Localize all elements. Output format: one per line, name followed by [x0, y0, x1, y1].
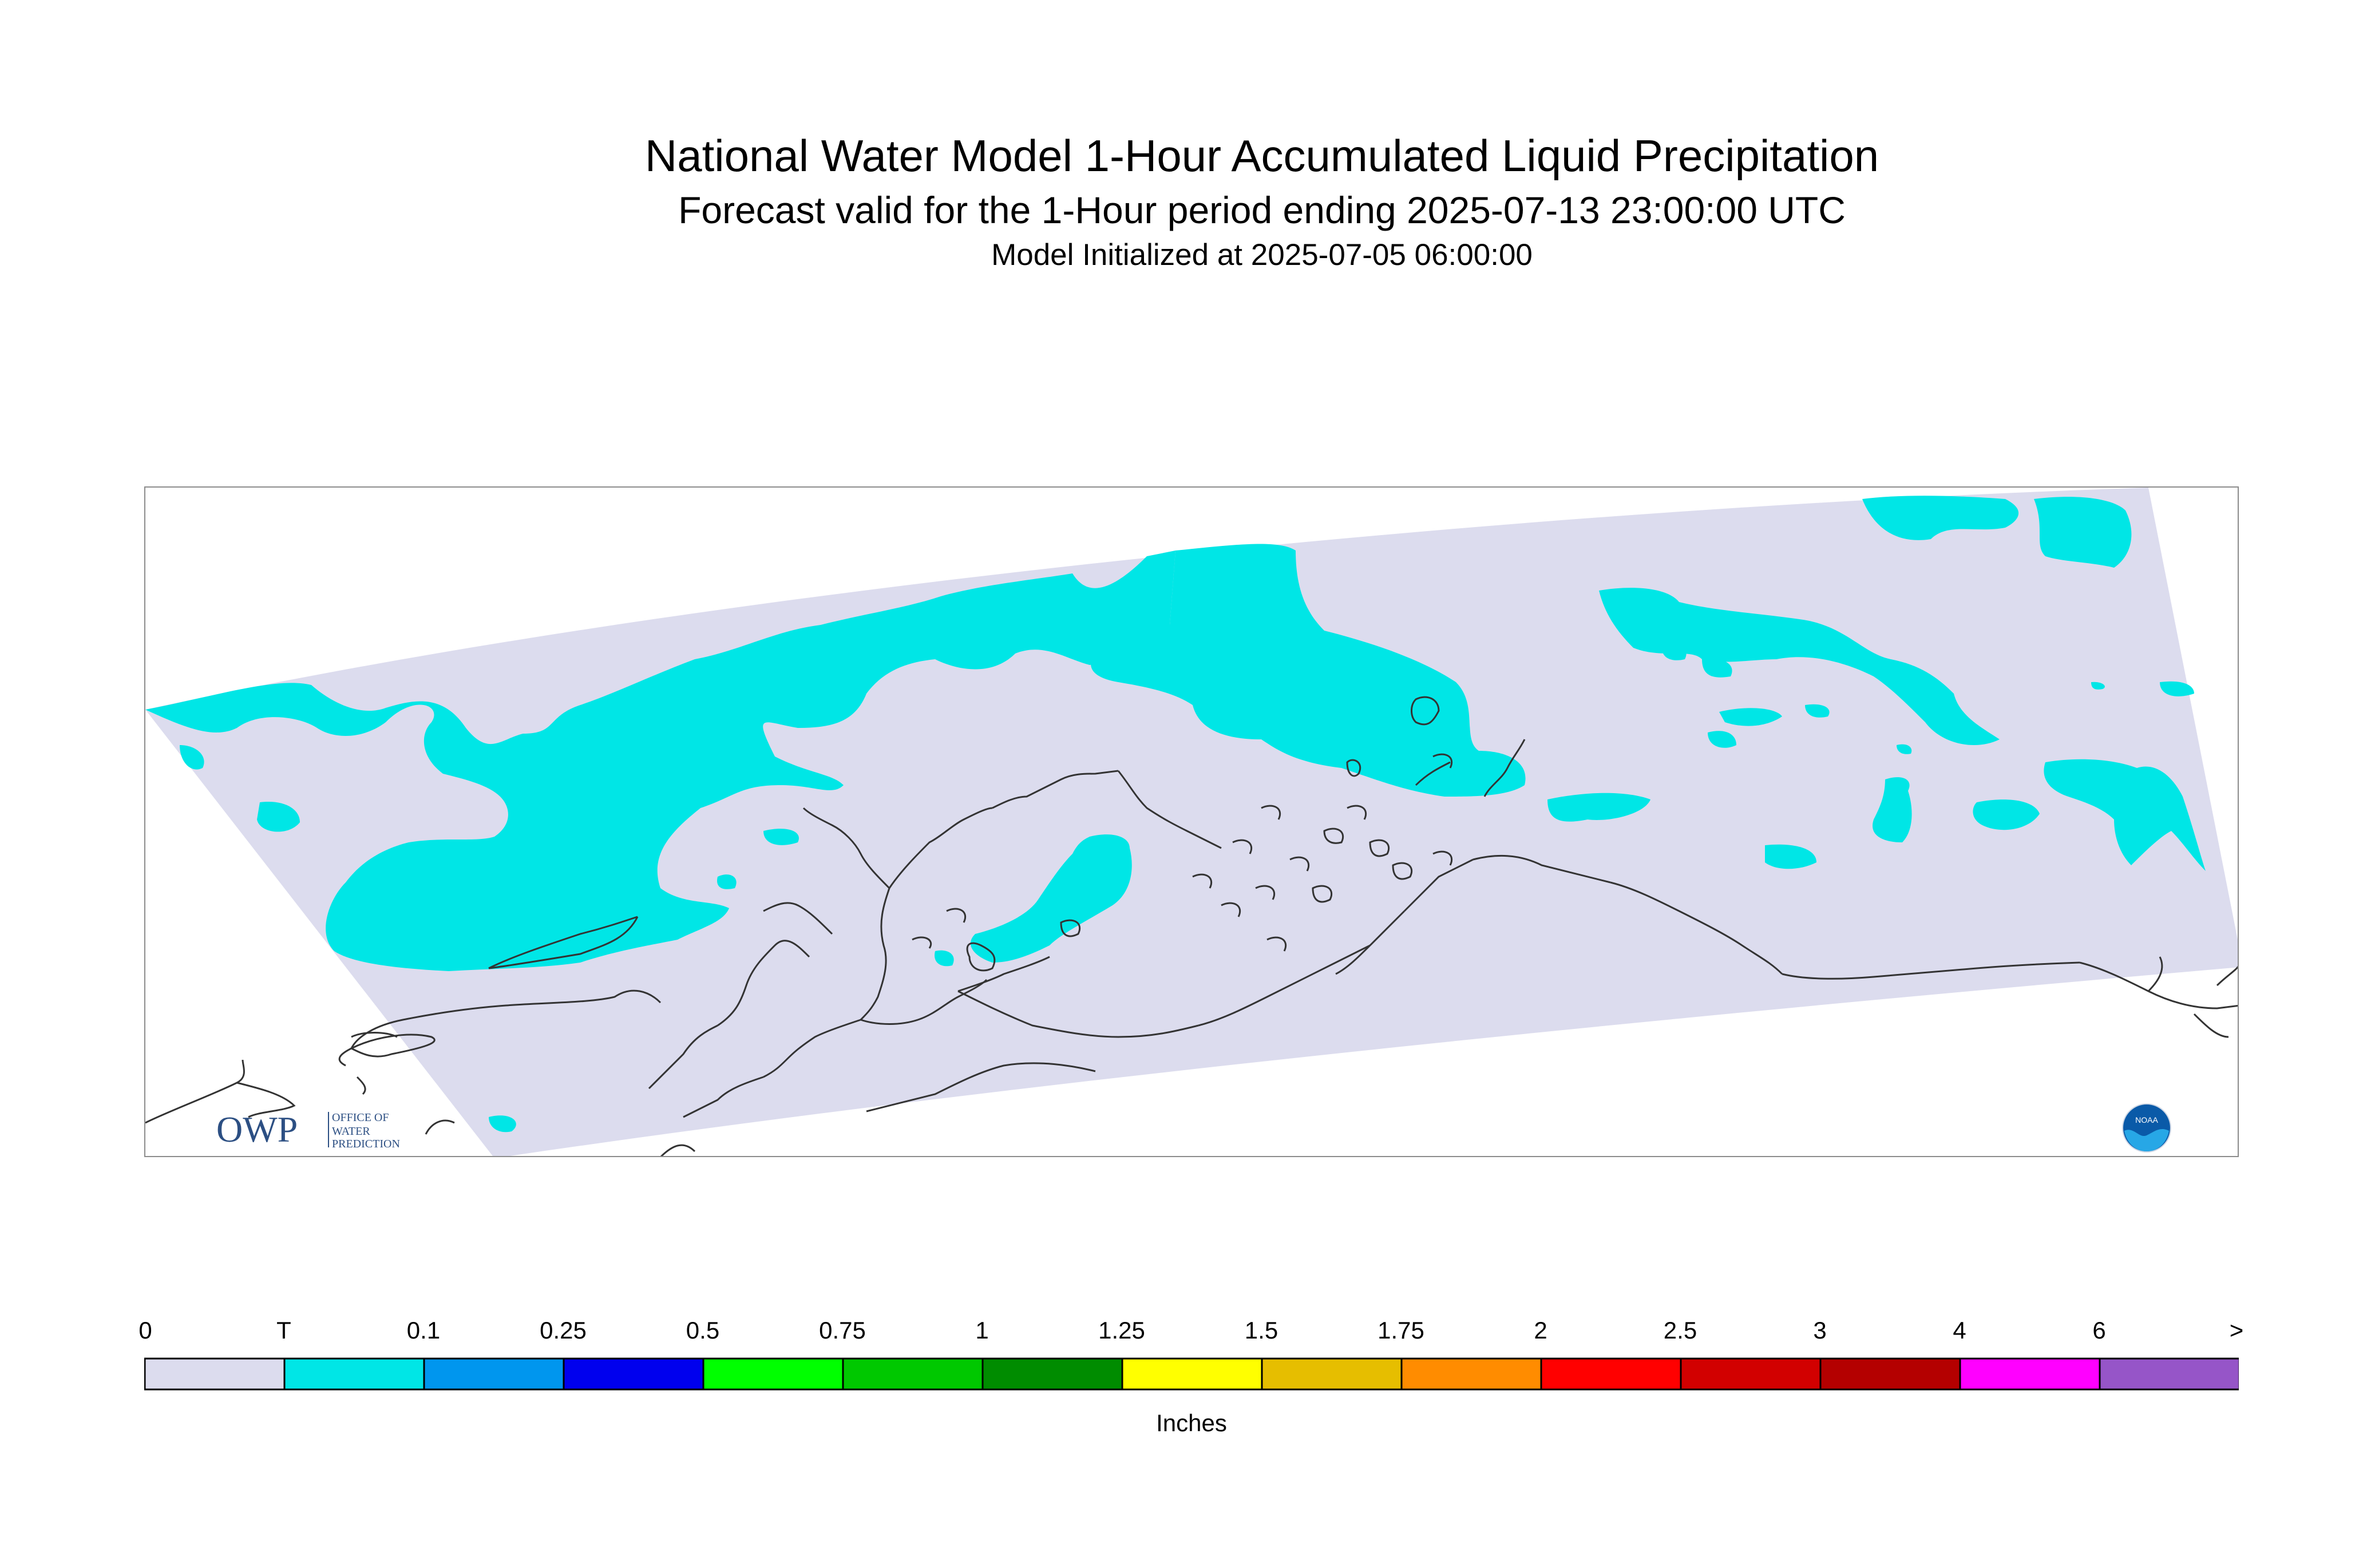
legend-swatch: [1680, 1357, 1822, 1391]
map-subtitle: Forecast valid for the 1-Hour period end…: [678, 189, 1846, 231]
legend-tick-label: 4: [1953, 1317, 1966, 1344]
legend-swatch: [842, 1357, 984, 1391]
legend-swatch: [1121, 1357, 1263, 1391]
legend-tick-label: 0.1: [406, 1317, 441, 1344]
trace-precip-areas: [145, 496, 2206, 1133]
owp-logo-line3: PREDICTION: [332, 1138, 400, 1150]
legend-tick-label: 0.5: [686, 1317, 720, 1344]
legend-tick-label: 6: [2092, 1317, 2106, 1344]
legend-tick-label: 0.25: [540, 1317, 587, 1344]
legend-tick-label: 2: [1534, 1317, 1547, 1344]
legend-swatch: [1400, 1357, 1542, 1391]
legend-swatch: [423, 1357, 565, 1391]
legend-swatch: [1959, 1357, 2101, 1391]
legend-tick-label: 1.75: [1378, 1317, 1424, 1344]
legend-tick-label: 1: [975, 1317, 989, 1344]
owp-logo: OWP OFFICE OF WATER PREDICTION: [216, 1107, 434, 1153]
legend-swatch: [702, 1357, 844, 1391]
noaa-logo-text: NOAA: [2135, 1115, 2158, 1124]
owp-logo-mark: OWP: [216, 1109, 298, 1150]
legend-swatch: [1819, 1357, 1961, 1391]
legend-tick-label: 3: [1813, 1317, 1827, 1344]
legend-swatch: [2099, 1357, 2239, 1391]
legend-tick-label: 0: [138, 1317, 152, 1344]
owp-logo-line2: WATER: [332, 1125, 370, 1138]
legend-swatch: [1540, 1357, 1682, 1391]
legend-tick-label: 0.75: [819, 1317, 866, 1344]
legend-swatch: [1261, 1357, 1403, 1391]
legend-swatch: [144, 1357, 286, 1391]
noaa-logo: NOAA: [2122, 1103, 2171, 1153]
legend-swatch: [283, 1357, 425, 1391]
legend-tick-label: T: [276, 1317, 291, 1344]
legend-tick-label: 1.25: [1098, 1317, 1145, 1344]
legend-tick-label: 2.5: [1663, 1317, 1697, 1344]
legend-colorbar: [144, 1357, 2239, 1391]
coastline: [145, 696, 2238, 1156]
model-init-time: Model Initialized at 2025-07-05 06:00:00: [991, 238, 1533, 272]
precip-map: [145, 488, 2238, 1156]
legend-tick-label: 1.5: [1244, 1317, 1278, 1344]
map-title: National Water Model 1-Hour Accumulated …: [644, 130, 1879, 181]
legend-swatch: [563, 1357, 704, 1391]
map-panel: [144, 486, 2239, 1157]
legend-units: Inches: [1156, 1409, 1227, 1436]
legend-tick-label: >: [2229, 1317, 2244, 1344]
legend-swatch: [981, 1357, 1123, 1391]
owp-logo-line1: OFFICE OF: [332, 1111, 389, 1124]
